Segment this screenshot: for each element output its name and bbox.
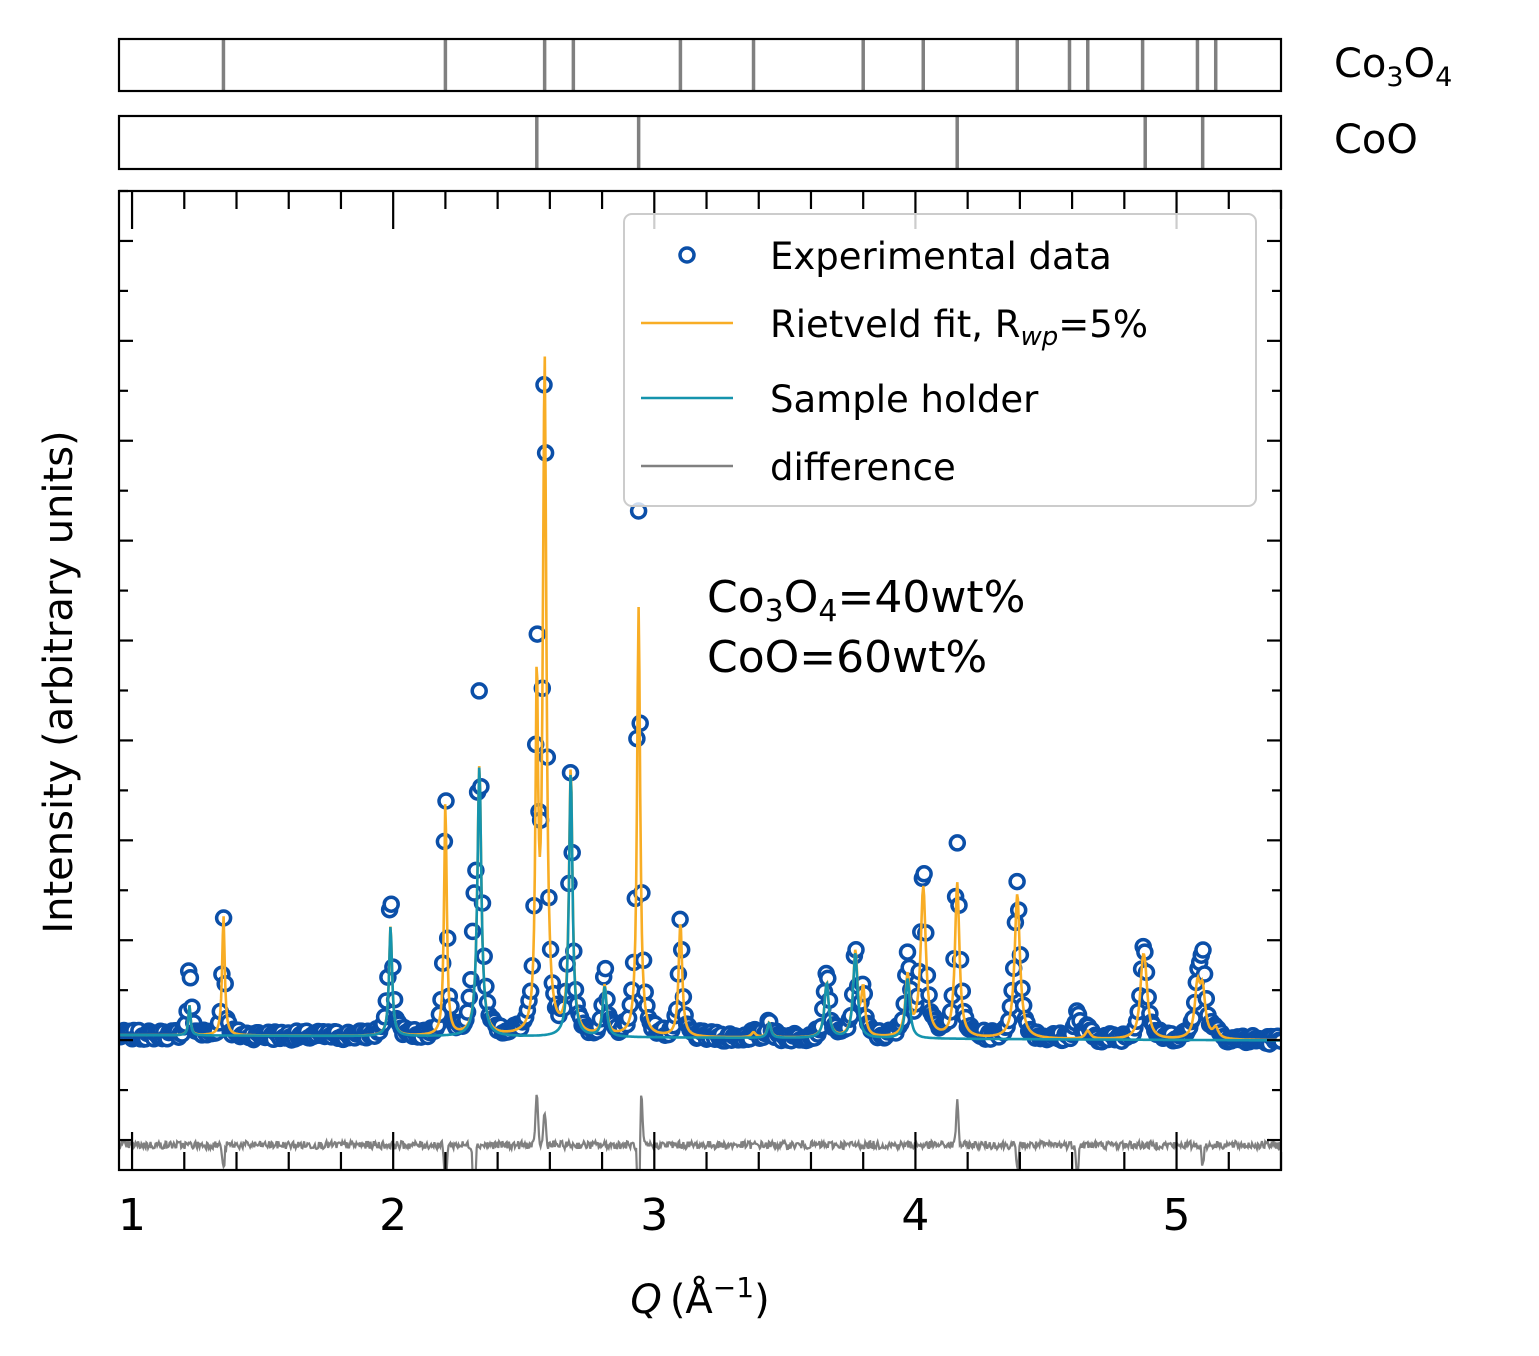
- phase-label-co3o4: Co3O4: [1334, 41, 1452, 93]
- data-point: [948, 834, 967, 852]
- data-point: [183, 998, 201, 1016]
- phase-panel-co3o4: Co3O4: [117, 37, 1452, 93]
- data-point: [898, 943, 917, 961]
- data-point: [596, 959, 615, 978]
- data-point: [467, 861, 485, 880]
- legend-item-experimental: Experimental data: [678, 235, 1112, 278]
- annotation-co3o4: Co3O4=40wt%: [707, 572, 1025, 629]
- data-point: [382, 895, 400, 913]
- phase-panel-co3o4-frame: [117, 37, 1283, 93]
- data-point: [528, 625, 547, 643]
- x-tick-label: 3: [640, 1190, 668, 1241]
- x-tick-label: 5: [1163, 1190, 1191, 1241]
- x-tick-label: 1: [118, 1190, 146, 1241]
- data-point: [470, 682, 488, 700]
- plot-frame: [117, 189, 1283, 1172]
- y-axis-label: Intensity (arbitrary units): [36, 430, 82, 933]
- legend-marker-circle: [678, 246, 696, 264]
- main-plot: 1 2 3 4 5 Q (Å−1) Intensity (arbitrary units)…: [36, 189, 1283, 1323]
- data-point: [1008, 872, 1026, 891]
- phase-panel-coo: CoO: [117, 114, 1418, 171]
- legend-label-holder: Sample holder: [770, 378, 1039, 421]
- data-point: [1195, 965, 1214, 983]
- legend-label-experimental: Experimental data: [770, 235, 1112, 278]
- legend-frame: [623, 213, 1257, 507]
- legend-item-holder: Sample holder: [641, 378, 1039, 421]
- x-tick-label: 2: [379, 1190, 407, 1241]
- data-point: [1194, 941, 1212, 959]
- annotation-coo: CoO=60wt%: [707, 632, 987, 683]
- legend-item-fit: Rietveld fit, Rwp=5%: [641, 303, 1148, 352]
- data-point: [181, 969, 200, 987]
- legend-label-fit: Rietveld fit, Rwp=5%: [770, 303, 1148, 352]
- phase-label-coo: CoO: [1334, 117, 1418, 163]
- data-point: [915, 865, 933, 883]
- phase-panel-coo-frame: [117, 114, 1283, 171]
- x-tick-labels: 1 2 3 4 5: [118, 1190, 1190, 1241]
- legend: Experimental data Rietveld fit, Rwp=5% S…: [623, 213, 1257, 507]
- legend-label-difference: difference: [770, 446, 956, 489]
- difference-line: [119, 1094, 1281, 1170]
- sample-holder-line: [119, 767, 1281, 1042]
- x-axis-label: Q (Å−1): [630, 1271, 769, 1323]
- legend-item-difference: difference: [641, 446, 956, 489]
- x-tick-label: 4: [901, 1190, 929, 1241]
